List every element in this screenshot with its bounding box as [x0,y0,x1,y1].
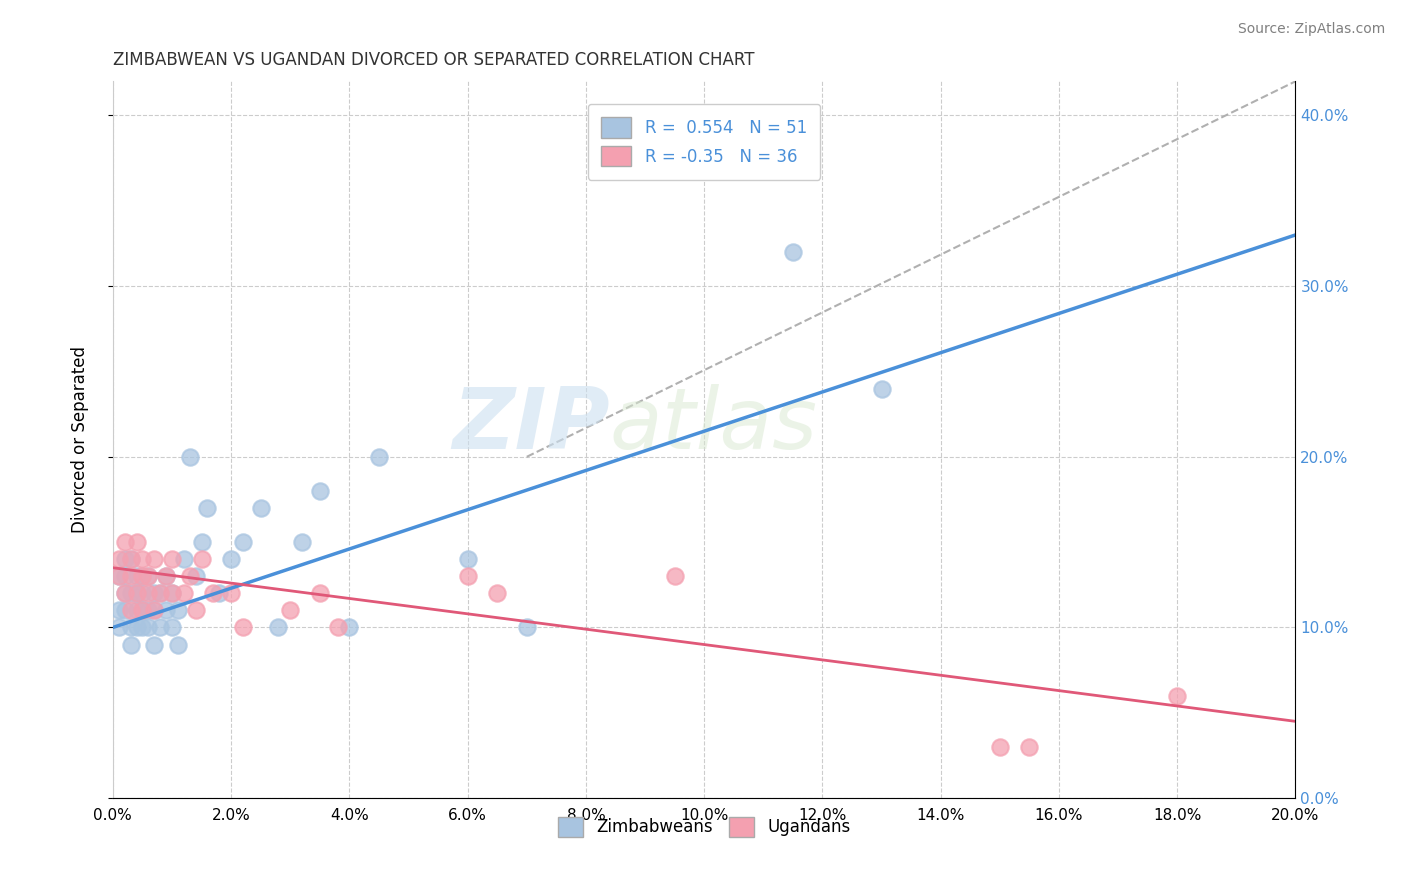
Point [173,552,195,566]
Point [114,535,136,549]
Point [131,569,153,583]
Point [114,552,136,566]
Point [278,603,301,617]
Point [160,586,183,600]
Point [208,586,231,600]
Point [167,603,190,617]
Point [167,638,190,652]
Point [516,620,538,634]
Point [326,620,349,634]
Point [107,569,129,583]
Point [120,620,142,634]
Point [149,586,172,600]
Legend: Zimbabweans, Ugandans: Zimbabweans, Ugandans [551,810,858,844]
Point [143,603,166,617]
Point [107,569,129,583]
Point [457,552,479,566]
Point [107,620,129,634]
Point [107,552,129,566]
Point [173,586,195,600]
Point [125,586,148,600]
Point [131,603,153,617]
Point [160,586,183,600]
Point [457,569,479,583]
Point [184,603,207,617]
Point [291,535,314,549]
Y-axis label: Divorced or Separated: Divorced or Separated [72,346,89,533]
Point [155,569,177,583]
Point [219,586,242,600]
Point [114,586,136,600]
Point [131,586,153,600]
Point [149,620,172,634]
Point [664,569,686,583]
Point [143,638,166,652]
Point [249,501,271,516]
Point [120,638,142,652]
Point [120,552,142,566]
Point [308,483,330,498]
Text: Source: ZipAtlas.com: Source: ZipAtlas.com [1237,22,1385,37]
Point [486,586,509,600]
Point [308,586,330,600]
Point [107,603,129,617]
Point [125,586,148,600]
Text: ZIP: ZIP [451,384,610,467]
Point [155,569,177,583]
Point [136,569,159,583]
Point [190,535,212,549]
Point [1018,739,1040,754]
Point [155,603,177,617]
Point [143,586,166,600]
Text: ZIMBABWEAN VS UGANDAN DIVORCED OR SEPARATED CORRELATION CHART: ZIMBABWEAN VS UGANDAN DIVORCED OR SEPARA… [112,51,755,69]
Point [136,569,159,583]
Point [782,245,804,260]
Point [197,501,219,516]
Point [870,382,893,396]
Point [1166,689,1188,703]
Point [136,586,159,600]
Point [120,569,142,583]
Point [120,552,142,566]
Point [131,552,153,566]
Point [232,535,254,549]
Point [219,552,242,566]
Point [368,450,391,464]
Point [202,586,225,600]
Point [232,620,254,634]
Point [190,552,212,566]
Point [988,739,1011,754]
Point [160,552,183,566]
Point [125,603,148,617]
Point [267,620,290,634]
Point [136,603,159,617]
Point [114,603,136,617]
Point [136,620,159,634]
Point [125,620,148,634]
Point [131,569,153,583]
Point [131,603,153,617]
Point [125,569,148,583]
Point [179,450,201,464]
Point [149,586,172,600]
Point [114,586,136,600]
Point [125,535,148,549]
Point [179,569,201,583]
Point [114,569,136,583]
Point [143,603,166,617]
Point [131,620,153,634]
Point [184,569,207,583]
Point [120,586,142,600]
Point [143,552,166,566]
Point [120,603,142,617]
Point [337,620,360,634]
Point [160,620,183,634]
Text: atlas: atlas [610,384,817,467]
